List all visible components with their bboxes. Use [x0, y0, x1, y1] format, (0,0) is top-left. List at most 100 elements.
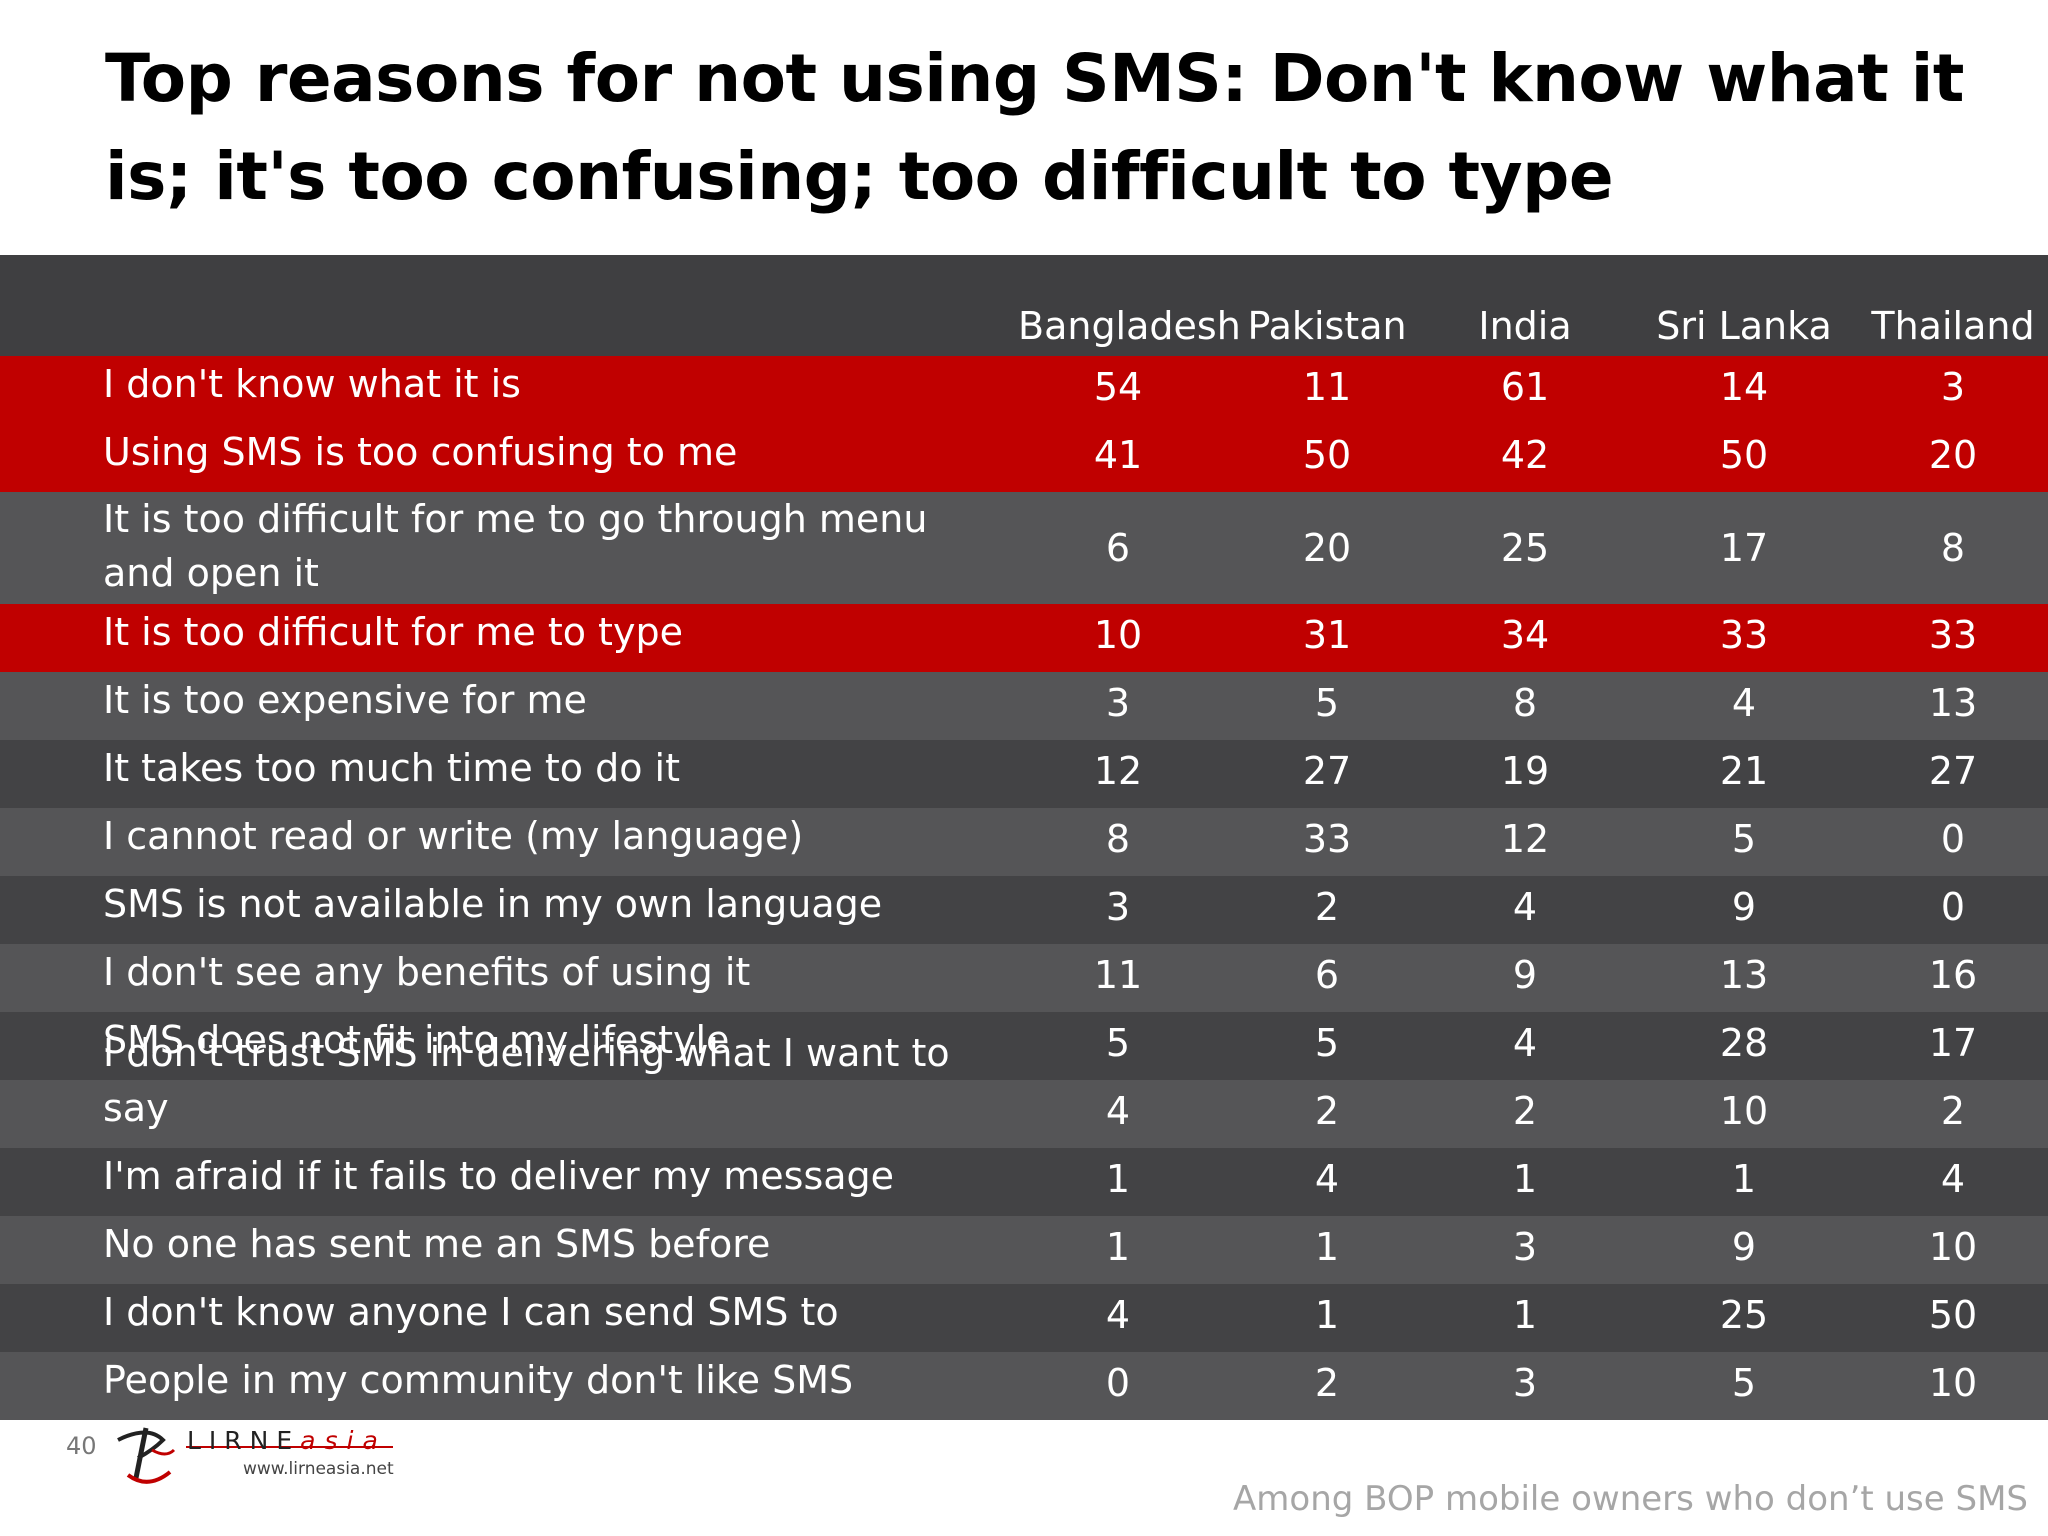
table-cell: 4 — [1105, 1293, 1131, 1337]
table-cell: 0 — [1940, 817, 1966, 861]
table-cell: 3 — [1512, 1361, 1538, 1405]
table-cell: 4 — [1314, 1157, 1340, 1201]
table-cell: 25 — [1719, 1293, 1769, 1337]
table-cell: 4 — [1731, 681, 1757, 725]
table-cell: 10 — [1093, 613, 1143, 657]
table-cell: 3 — [1105, 681, 1131, 725]
logo-brand: LIRNE — [187, 1426, 301, 1455]
row-label: SMS is not available in my own language — [103, 882, 883, 926]
table-cell: 0 — [1105, 1361, 1131, 1405]
row-label: It is too difficult for me to type — [103, 610, 683, 654]
slide-title: Top reasons for not using SMS: Don't kno… — [105, 40, 1964, 215]
row-label: It is too difficult for me to go through… — [103, 497, 928, 595]
table-cell: 34 — [1500, 613, 1550, 657]
logo-url: www.lirneasia.net — [243, 1459, 394, 1479]
row-label: SMS does not fit into my lifestyle — [103, 1018, 730, 1062]
table-cell: 4 — [1512, 1021, 1538, 1065]
table-cell: 17 — [1719, 526, 1769, 570]
table-cell: 54 — [1093, 365, 1143, 409]
column-header-india: India — [1478, 304, 1572, 348]
table-cell: 12 — [1500, 817, 1550, 861]
logo-wordmark: LIRNEasia — [187, 1426, 387, 1455]
table-cell: 5 — [1314, 681, 1340, 725]
table-cell: 1 — [1105, 1225, 1131, 1269]
table-cell: 2 — [1314, 1089, 1340, 1133]
row-label: I'm afraid if it fails to deliver my mes… — [103, 1154, 895, 1198]
table-row: No one has sent me an SMS before 1 1 3 9 10 — [0, 1216, 2048, 1284]
table-cell: 8 — [1940, 526, 1966, 570]
column-header-sri-lanka: Sri Lanka — [1656, 304, 1832, 348]
table-cell: 11 — [1093, 953, 1143, 997]
row-label: Using SMS is too confusing to me — [103, 430, 738, 474]
table-row: It is too difficult for me to type 10 31 34… — [0, 604, 2048, 672]
row-label: It is too expensive for me — [103, 678, 587, 722]
row-label: I don't see any benefits of using it — [103, 950, 751, 994]
table-row: It takes too much time to do it 12 27 19 21 2… — [0, 740, 2048, 808]
table-cell: 12 — [1093, 749, 1143, 793]
table-cell: 13 — [1719, 953, 1769, 997]
table-cell: 8 — [1512, 681, 1538, 725]
table-cell: 50 — [1302, 433, 1352, 477]
reasons-table: Bangladesh Pakistan India Sri Lanka Thai… — [0, 255, 2048, 1420]
table-row: SMS does not fit into my lifestyle 5 5 4 28 1… — [0, 1012, 2048, 1080]
table-row: I don't trust SMS in delivering what I w… — [0, 1031, 2048, 1148]
table-cell: 11 — [1302, 365, 1352, 409]
table-cell: 16 — [1928, 953, 1978, 997]
table-cell: 50 — [1928, 1293, 1978, 1337]
table-cell: 21 — [1719, 749, 1769, 793]
table-cell: 9 — [1512, 953, 1538, 997]
table-cell: 10 — [1928, 1225, 1978, 1269]
table-cell: 33 — [1302, 817, 1352, 861]
table-cell: 5 — [1105, 1021, 1131, 1065]
table-cell: 19 — [1500, 749, 1550, 793]
table-cell: 1 — [1731, 1157, 1757, 1201]
table-cell: 14 — [1719, 365, 1769, 409]
table-row: I don't know anyone I can send SMS to 4 1 1… — [0, 1284, 2048, 1352]
table-cell: 1 — [1105, 1157, 1131, 1201]
table-cell: 3 — [1512, 1225, 1538, 1269]
table-row: People in my community don't like SMS 0 2 3… — [0, 1352, 2048, 1420]
table-cell: 17 — [1928, 1021, 1978, 1065]
table-header-row: Bangladesh Pakistan India Sri Lanka Thai… — [0, 255, 2048, 356]
row-label: People in my community don't like SMS — [103, 1358, 854, 1402]
row-label: No one has sent me an SMS before — [103, 1222, 771, 1266]
table-cell: 33 — [1719, 613, 1769, 657]
table-row: I cannot read or write (my language) 8 33 1… — [0, 808, 2048, 876]
table-cell: 61 — [1500, 365, 1550, 409]
page-number: 40 — [66, 1432, 97, 1460]
column-header-pakistan: Pakistan — [1247, 304, 1407, 348]
row-label: I cannot read or write (my language) — [103, 814, 804, 858]
table-cell: 9 — [1731, 885, 1757, 929]
table-cell: 2 — [1314, 1361, 1340, 1405]
table-cell: 31 — [1302, 613, 1352, 657]
column-header-bangladesh: Bangladesh — [1018, 304, 1241, 348]
table-cell: 20 — [1302, 526, 1352, 570]
table-row: SMS is not available in my own language 3… — [0, 876, 2048, 944]
table-cell: 5 — [1314, 1021, 1340, 1065]
row-label: I don't know anyone I can send SMS to — [103, 1290, 839, 1334]
table-cell: 1 — [1512, 1293, 1538, 1337]
table-cell: 3 — [1940, 365, 1966, 409]
table-cell: 1 — [1314, 1293, 1340, 1337]
table-cell: 2 — [1512, 1089, 1538, 1133]
row-label: I don't trust SMS in delivering what I w… — [103, 1031, 950, 1130]
table-cell: 4 — [1105, 1089, 1131, 1133]
table-cell: 8 — [1105, 817, 1131, 861]
table-cell: 1 — [1314, 1225, 1340, 1269]
table-row: It is too expensive for me 3 5 8 4 13 — [0, 672, 2048, 740]
table-cell: 0 — [1940, 885, 1966, 929]
table-cell: 10 — [1719, 1089, 1769, 1133]
table-cell: 41 — [1093, 433, 1143, 477]
table-row: I'm afraid if it fails to deliver my mes… — [0, 1148, 2048, 1216]
table-cell: 1 — [1512, 1157, 1538, 1201]
table-row: Using SMS is too confusing to me 41 50 42 50… — [0, 424, 2048, 492]
table-cell: 4 — [1512, 885, 1538, 929]
table-cell: 42 — [1500, 433, 1550, 477]
lirneasia-logo-icon — [117, 1427, 393, 1484]
table-cell: 3 — [1105, 885, 1131, 929]
table-cell: 25 — [1500, 526, 1550, 570]
table-cell: 2 — [1940, 1089, 1966, 1133]
table-cell: 50 — [1719, 433, 1769, 477]
table-cell: 4 — [1940, 1157, 1966, 1201]
table-row: It is too difficult for me to go through… — [0, 492, 2048, 604]
